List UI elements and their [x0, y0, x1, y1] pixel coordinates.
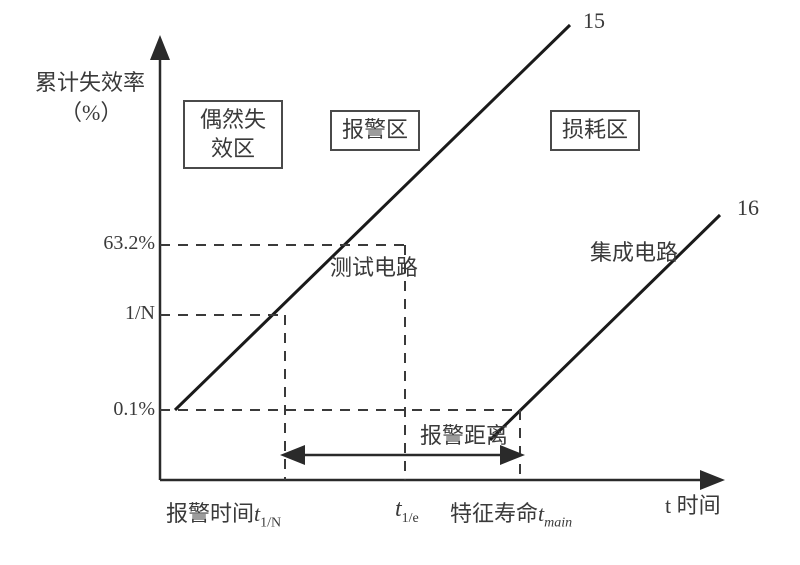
alarm-time-pre: 报警时间 — [166, 501, 254, 526]
char-life-sub: main — [544, 515, 572, 530]
t1e-sub: 1/e — [402, 511, 419, 526]
char-life-label: 特征寿命tmain — [450, 496, 572, 531]
x-axis-label: t 时间 — [665, 488, 721, 520]
alarm-time-sub: 1/N — [260, 515, 281, 530]
tick-1-n: 1/N — [105, 302, 155, 325]
zone-alarm: 报警区 — [330, 110, 420, 151]
test-circuit-label: 测试电路 — [330, 250, 418, 282]
line-16-label: 16 — [737, 195, 759, 221]
alarm-time-label: 报警时间t1/N — [166, 496, 281, 531]
y-axis-label-1: 累计失效率 — [35, 65, 145, 97]
y-axis-label-2: （%） — [60, 95, 122, 127]
ic-label: 集成电路 — [590, 235, 678, 267]
t-1e-label: t1/e — [395, 496, 419, 527]
zone-random-failure: 偶然失 效区 — [183, 100, 283, 169]
line-15-label: 15 — [583, 8, 605, 34]
zone-wearout: 损耗区 — [550, 110, 640, 151]
tick-63-2: 63.2% — [85, 232, 155, 255]
zone1-line1: 偶然失 — [195, 106, 271, 135]
t1e-t: t — [395, 496, 402, 522]
tick-0-1: 0.1% — [95, 398, 155, 421]
zone1-line2: 效区 — [195, 135, 271, 164]
alarm-distance-label: 报警距离 — [420, 418, 508, 450]
char-life-pre: 特征寿命 — [450, 501, 538, 526]
